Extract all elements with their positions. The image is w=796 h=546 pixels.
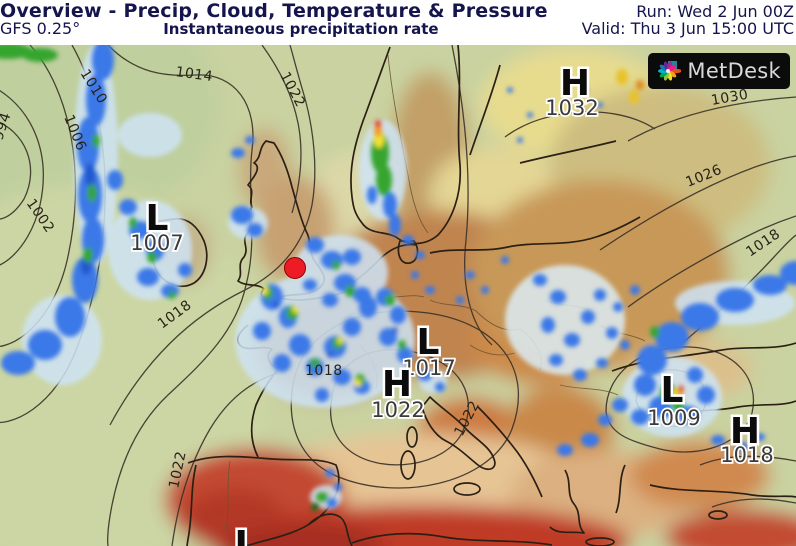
pressure-center-letter: H (560, 63, 590, 104)
page-title: Overview - Precip, Cloud, Temperature & … (0, 0, 548, 22)
pressure-center-value: 1018 (720, 443, 773, 467)
pressure-center-letter: H (730, 411, 760, 452)
isobar-label: 1014 (174, 64, 214, 85)
isobar-label: 1030 (710, 87, 750, 109)
map-area: 1014 1022 1010 1006 994 1002 1018 1022 1… (0, 45, 796, 546)
pressure-center-value: 1009 (647, 406, 700, 430)
pressure-center-letter: L (417, 322, 440, 363)
pressure-centers: H 1032 L 1007 L 1017 H 1022 L 1009 H 101… (129, 61, 776, 546)
pressure-center-value: 1022 (371, 398, 424, 422)
metdesk-pinwheel-icon (658, 61, 682, 81)
model-label: GFS 0.25° (0, 19, 81, 38)
precip-rain-layer (0, 45, 796, 511)
parameter-subtitle: Instantaneous precipitation rate (163, 20, 439, 38)
isobar-label: 1022 (166, 450, 189, 490)
pressure-center-letter: H (382, 364, 412, 405)
pressure-center-letter: L (661, 370, 684, 411)
weather-map-canvas[interactable]: 1014 1022 1010 1006 994 1002 1018 1022 1… (0, 45, 796, 546)
run-time-label: Run: Wed 2 Jun 00Z (636, 2, 794, 21)
valid-time-label: Valid: Thu 3 Jun 15:00 UTC (581, 19, 794, 38)
pressure-center-value: 1007 (130, 231, 183, 255)
metdesk-logo-text: MetDesk (687, 59, 781, 83)
location-marker-dot (284, 257, 306, 279)
metdesk-logo: MetDesk (648, 53, 790, 89)
pressure-center-letter: L (146, 198, 169, 239)
pressure-center-letter: L (235, 524, 258, 546)
isobar-label: 1018 (305, 363, 343, 379)
pressure-center-value: 1017 (402, 356, 455, 380)
pressure-center-value: 1032 (545, 96, 598, 120)
header: Overview - Precip, Cloud, Temperature & … (0, 0, 796, 45)
